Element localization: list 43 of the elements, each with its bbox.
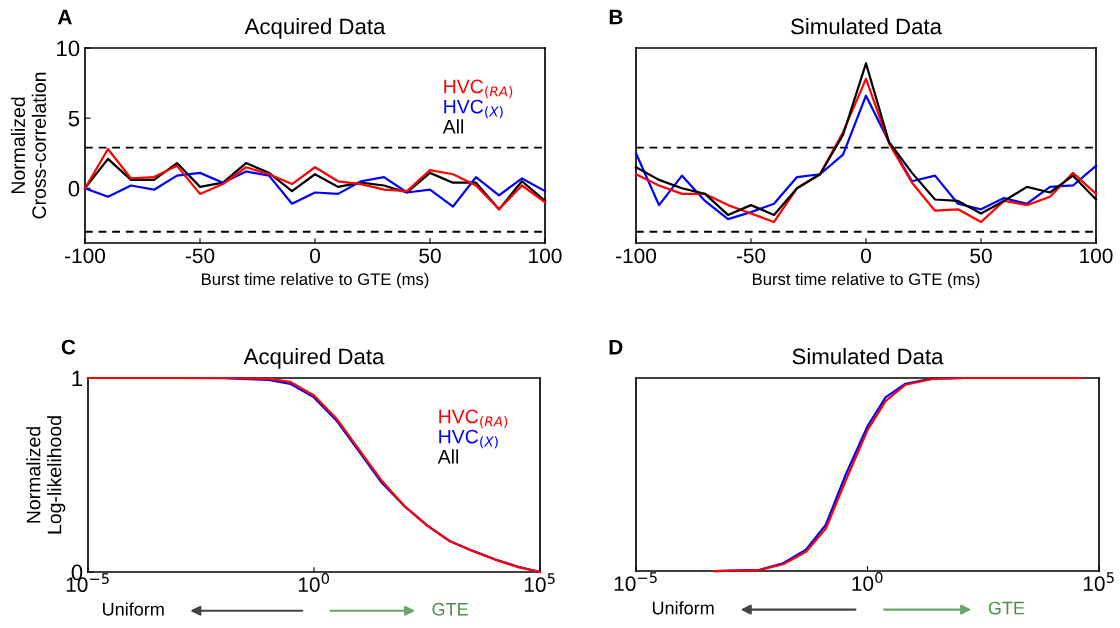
text: HVC$_{(RA)}$	[439, 409, 508, 429]
chart-title: Acquired Data	[243, 348, 385, 369]
x-tick-label: 0	[310, 248, 320, 264]
text: HVC$_{(X)}$	[439, 429, 498, 449]
x-tick-label: 10$^{5}$	[1083, 572, 1114, 592]
line-series	[83, 170, 547, 208]
x-tick-label: 50	[970, 248, 992, 264]
text: A	[57, 9, 72, 25]
x-tick-label: 50	[419, 248, 441, 264]
text: HVC$_{(X)}$	[444, 99, 503, 119]
x-tick-label: 10$^{0}$	[298, 573, 330, 592]
x-tick-label: -50	[736, 248, 766, 264]
y-axis-title: Normalized Cross-correlation	[10, 72, 47, 219]
line-series	[83, 147, 547, 211]
x-tick-label: -100	[616, 248, 657, 264]
text: C	[61, 339, 76, 355]
y-tick-label: 1	[72, 370, 83, 387]
y-tick-label: 5	[68, 110, 80, 127]
y-tick-label: 10	[57, 40, 80, 57]
text: All	[442, 119, 464, 134]
legend-label: All	[437, 449, 459, 464]
x-tick-label: 100	[529, 248, 562, 264]
text: Uniform	[652, 601, 714, 615]
x-tick-label: 100	[1080, 248, 1113, 264]
x-tick-label: -100	[65, 248, 106, 264]
x-tick-label: 10$^{5}$	[524, 573, 555, 593]
x-axis-title: Burst time relative to GTE (ms)	[753, 272, 980, 289]
text: HVC$_{(RA)}$	[444, 79, 513, 99]
chart-title: Simulated Data	[792, 348, 944, 365]
text: D	[609, 340, 623, 355]
x-tick-label: 0	[861, 248, 871, 264]
x-tick-label: -50	[185, 248, 215, 264]
text: GTE	[432, 602, 468, 616]
y-tick-label: 0	[68, 180, 80, 197]
x-axis-title: Burst time relative to GTE (ms)	[202, 272, 429, 289]
text: GTE	[988, 601, 1025, 615]
x-tick-label: 10$^{−5}$	[614, 572, 657, 592]
chart-title: Simulated Data	[791, 18, 942, 35]
text: Uniform	[103, 602, 164, 616]
x-tick-label: 10$^{0}$	[852, 572, 883, 591]
y-axis-title: Normalized Log-likelihood	[26, 416, 66, 534]
chart-title: Acquired Data	[244, 18, 386, 39]
text: B	[609, 9, 623, 25]
